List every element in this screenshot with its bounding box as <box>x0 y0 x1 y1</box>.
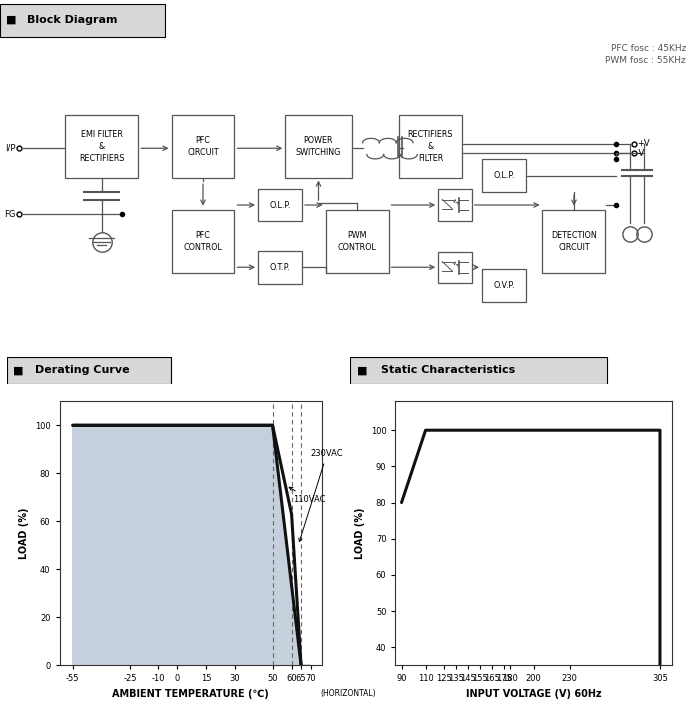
Text: O.V.P.: O.V.P. <box>494 281 514 290</box>
Y-axis label: LOAD (%): LOAD (%) <box>355 508 365 559</box>
Bar <box>258 251 302 284</box>
X-axis label: INPUT VOLTAGE (V) 60Hz: INPUT VOLTAGE (V) 60Hz <box>466 689 601 699</box>
X-axis label: AMBIENT TEMPERATURE (℃): AMBIENT TEMPERATURE (℃) <box>113 689 269 699</box>
Text: ■: ■ <box>13 365 24 375</box>
Bar <box>399 115 462 177</box>
Bar <box>438 252 472 283</box>
Bar <box>286 115 351 177</box>
Bar <box>0 4 164 37</box>
Bar <box>172 115 234 177</box>
Text: EMI FILTER
&
RECTIFIERS: EMI FILTER & RECTIFIERS <box>78 130 125 163</box>
Text: PFC fosc : 45KHz
PWM fosc : 55KHz: PFC fosc : 45KHz PWM fosc : 55KHz <box>606 44 686 65</box>
Text: (HORIZONTAL): (HORIZONTAL) <box>320 689 376 698</box>
Text: 230VAC: 230VAC <box>299 449 343 541</box>
Text: O.L.P.: O.L.P. <box>494 171 514 180</box>
Text: ■: ■ <box>6 15 16 25</box>
Bar <box>350 357 608 384</box>
Text: I/P: I/P <box>5 144 15 153</box>
Bar <box>258 189 302 222</box>
Text: POWER
SWITCHING: POWER SWITCHING <box>296 136 341 157</box>
Text: O.L.P.: O.L.P. <box>270 201 290 210</box>
Text: PWM
CONTROL: PWM CONTROL <box>337 231 377 252</box>
Bar <box>482 159 526 192</box>
Text: Static Characteristics: Static Characteristics <box>381 365 515 375</box>
Y-axis label: LOAD (%): LOAD (%) <box>19 508 29 559</box>
Bar <box>7 357 171 384</box>
Bar <box>172 210 234 272</box>
Text: RECTIFIERS
&
FILTER: RECTIFIERS & FILTER <box>407 130 454 163</box>
Text: FG: FG <box>4 210 15 219</box>
Bar <box>326 210 388 272</box>
Bar <box>542 210 606 272</box>
Bar <box>438 189 472 220</box>
Text: +V: +V <box>637 139 650 148</box>
Text: Derating Curve: Derating Curve <box>35 365 130 375</box>
Bar <box>482 269 526 302</box>
Text: DETECTION
CIRCUIT: DETECTION CIRCUIT <box>551 231 597 252</box>
Text: 110VAC: 110VAC <box>289 487 326 504</box>
Polygon shape <box>73 425 311 665</box>
Text: PFC
CONTROL: PFC CONTROL <box>183 231 223 252</box>
Text: O.T.P.: O.T.P. <box>270 263 290 272</box>
Text: Block Diagram: Block Diagram <box>27 15 117 25</box>
Bar <box>64 115 139 177</box>
Text: ■: ■ <box>357 365 368 375</box>
Text: PFC
CIRCUIT: PFC CIRCUIT <box>187 136 219 157</box>
Text: -V: -V <box>637 149 645 158</box>
